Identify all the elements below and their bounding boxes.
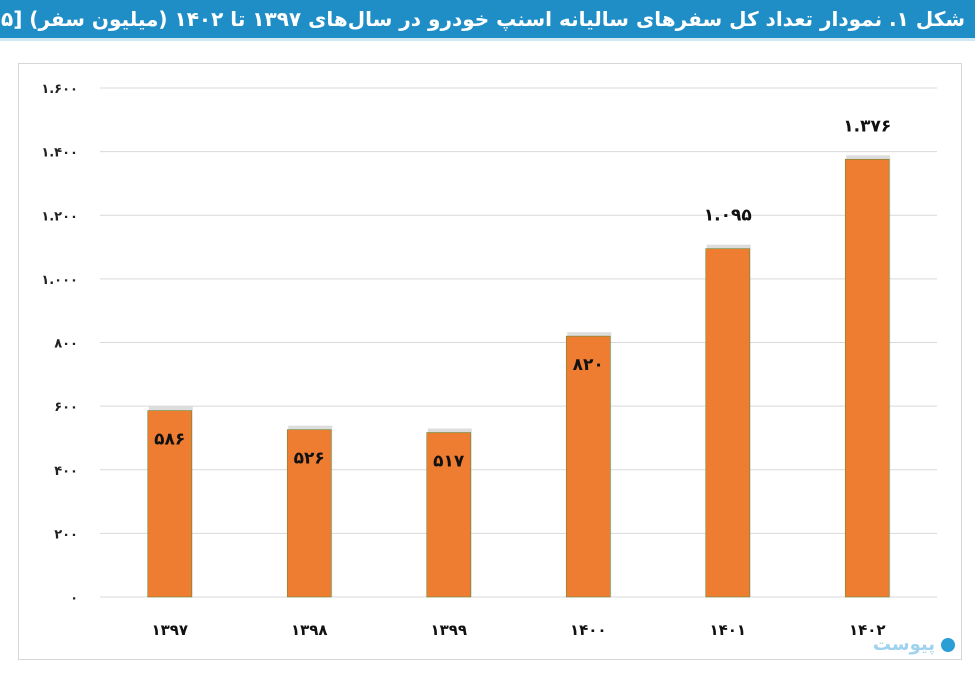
y-tick-label: ۱.۴۰۰ <box>41 146 78 161</box>
x-tick-label: ۱۳۹۹ <box>430 621 467 639</box>
x-tick-label: ۱۳۹۷ <box>151 621 188 639</box>
logo-text: پیوست <box>872 634 935 655</box>
bar <box>147 410 193 598</box>
y-tick-label: ۱.۲۰۰ <box>41 209 78 224</box>
x-tick-label: ۱۴۰۱ <box>709 621 746 639</box>
bar <box>705 248 751 598</box>
y-tick-label: ۶۰۰ <box>54 400 78 415</box>
bar <box>426 432 472 598</box>
y-tick-label: ۱.۶۰۰ <box>41 82 78 97</box>
bar <box>286 429 332 598</box>
y-tick-label: ۱.۰۰۰ <box>41 273 78 288</box>
y-tick-label: ۰ <box>70 591 78 606</box>
data-label: ۵۲۶ <box>294 449 325 469</box>
x-tick-label: ۱۴۰۰ <box>570 621 607 639</box>
watermark-logo: پیوست <box>873 634 955 655</box>
title-underline <box>0 38 975 41</box>
chart-title: شکل ۱. نمودار تعداد کل سفرهای سالیانه اس… <box>0 0 975 38</box>
x-tick-label: ۱۳۹۸ <box>291 621 328 639</box>
data-label: ۵۱۷ <box>433 452 465 472</box>
y-tick-label: ۲۰۰ <box>54 527 78 542</box>
y-tick-label: ۴۰۰ <box>54 464 78 479</box>
x-tick-label: ۱۴۰۲ <box>849 621 886 639</box>
logo-icon <box>941 637 955 652</box>
bar <box>844 158 890 598</box>
data-label: ۱.۰۹۵ <box>704 206 752 226</box>
data-label: ۱.۳۷۶ <box>843 116 891 136</box>
y-tick-label: ۸۰۰ <box>54 337 78 352</box>
data-label: ۸۲۰ <box>573 355 604 375</box>
bar <box>565 335 611 598</box>
data-label: ۵۸۶ <box>154 430 185 450</box>
